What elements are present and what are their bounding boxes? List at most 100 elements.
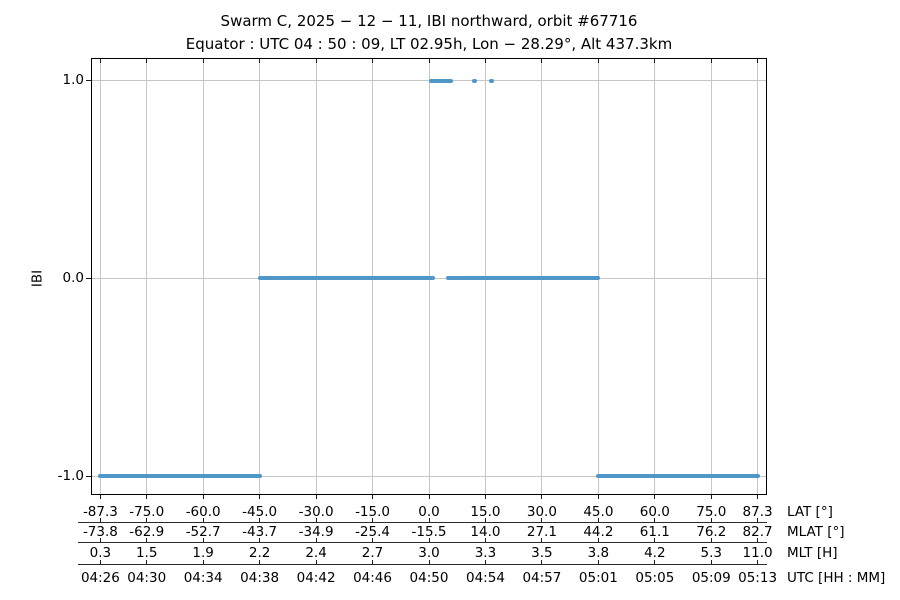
bottom-tick: [654, 495, 656, 499]
top-tick: [146, 59, 148, 63]
x-tick-label-utc: 04:42: [296, 569, 336, 586]
x-tick-label-utc: 04:57: [522, 569, 562, 586]
x-tick-label-mlt: 5.3: [700, 544, 723, 561]
axis-spine-tick: [710, 560, 712, 564]
axis-spine-tick: [428, 560, 430, 564]
bottom-tick: [202, 495, 204, 499]
axis-spine-tick: [99, 560, 101, 564]
x-tick-label-mlat: 82.7: [742, 523, 773, 540]
top-tick: [202, 59, 204, 63]
y-tick: [86, 80, 91, 82]
x-tick-label-utc: 05:09: [691, 569, 731, 586]
x-tick-label-mlat: 14.0: [470, 523, 501, 540]
x-tick-label-lat: 0.0: [418, 503, 440, 520]
top-tick: [710, 59, 712, 63]
axis-name-mlt: MLT [H]: [787, 545, 838, 561]
axis-spine-tick: [484, 538, 486, 542]
x-tick-label-mlt: 2.2: [248, 544, 271, 561]
axis-name-mlat: MLAT [°]: [787, 524, 845, 540]
data-segment: [446, 276, 601, 281]
x-tick-label-mlt: 3.5: [531, 544, 553, 561]
axis-spine-tick: [484, 560, 486, 564]
bottom-tick: [757, 495, 759, 499]
x-tick-label-mlt: 1.9: [192, 544, 214, 561]
bottom-tick: [372, 495, 374, 499]
axis-spine-tick: [372, 538, 374, 542]
axis-spine-tick: [541, 538, 543, 542]
y-tick-label: -1.0: [57, 467, 84, 484]
axis-spine-tick: [146, 560, 148, 564]
h-gridline: [91, 80, 767, 82]
chart-subtitle: Equator : UTC 04 : 50 : 09, LT 02.95h, L…: [185, 35, 673, 53]
data-segment: [596, 474, 760, 479]
v-gridline: [757, 58, 759, 495]
top-tick: [597, 59, 599, 63]
bottom-tick: [710, 495, 712, 499]
axis-spine-tick: [757, 538, 759, 542]
data-point: [472, 78, 478, 83]
x-tick-label-utc: 04:26: [80, 569, 120, 586]
axis-spine-tick: [99, 538, 101, 542]
top-tick: [757, 59, 759, 63]
data-point: [488, 78, 494, 83]
data-segment: [257, 276, 436, 281]
axis-spine: [78, 522, 767, 523]
y-tick: [86, 475, 91, 477]
x-tick-label-mlt: 11.0: [742, 544, 773, 561]
axis-spine-tick: [372, 518, 374, 522]
axis-spine-tick: [146, 518, 148, 522]
x-tick-label-lat: 87.3: [742, 503, 773, 520]
axis-spine-tick: [757, 560, 759, 564]
axis-spine-tick: [428, 538, 430, 542]
v-gridline: [99, 58, 101, 495]
axis-spine-tick: [597, 538, 599, 542]
axis-spine-tick: [654, 560, 656, 564]
x-tick-label-mlt: 3.8: [587, 544, 610, 561]
axis-spine-tick: [315, 560, 317, 564]
x-tick-label-mlat: -43.7: [242, 523, 278, 540]
x-tick-label-mlat: -73.8: [82, 523, 118, 540]
h-gridline: [91, 475, 767, 477]
axis-spine-tick: [146, 538, 148, 542]
bottom-tick: [315, 495, 317, 499]
x-tick-label-utc: 05:13: [738, 569, 778, 586]
x-tick-label-mlt: 1.5: [135, 544, 158, 561]
bottom-tick: [259, 495, 261, 499]
bottom-tick: [428, 495, 430, 499]
bottom-tick: [99, 495, 101, 499]
x-tick-label-lat: 45.0: [583, 503, 614, 520]
x-tick-label-lat: -87.3: [82, 503, 118, 520]
axis-spine-tick: [484, 518, 486, 522]
axis-spine-tick: [541, 560, 543, 564]
x-tick-label-utc: 04:30: [127, 569, 167, 586]
x-tick-label-utc: 04:34: [183, 569, 223, 586]
chart-title: Swarm C, 2025 − 12 − 11, IBI northward, …: [220, 12, 638, 30]
x-tick-label-lat: -45.0: [242, 503, 278, 520]
y-tick: [86, 277, 91, 279]
x-tick-label-lat: 30.0: [526, 503, 557, 520]
x-tick-label-mlt: 2.4: [305, 544, 327, 561]
x-tick-label-mlt: 2.7: [361, 544, 384, 561]
data-segment: [429, 78, 454, 83]
x-tick-label-utc: 04:46: [353, 569, 392, 586]
top-tick: [99, 59, 101, 63]
axis-spine-tick: [259, 518, 261, 522]
x-tick-label-mlt: 3.0: [418, 544, 440, 561]
axis-spine-tick: [202, 518, 204, 522]
bottom-tick: [146, 495, 148, 499]
x-tick-label-mlt: 0.3: [89, 544, 112, 561]
x-tick-label-utc: 05:05: [635, 569, 675, 586]
axis-spine-tick: [428, 518, 430, 522]
axis-spine-tick: [259, 560, 261, 564]
x-tick-label-mlat: 76.2: [696, 523, 727, 540]
axis-spine-tick: [315, 518, 317, 522]
v-gridline: [654, 58, 656, 495]
y-tick-label: 0.0: [62, 269, 84, 286]
axis-spine-tick: [654, 538, 656, 542]
top-tick: [484, 59, 486, 63]
axis-spine: [78, 542, 767, 543]
x-tick-label-mlat: 61.1: [639, 523, 670, 540]
bottom-tick: [484, 495, 486, 499]
axis-spine-tick: [315, 538, 317, 542]
axis-spine-tick: [597, 560, 599, 564]
